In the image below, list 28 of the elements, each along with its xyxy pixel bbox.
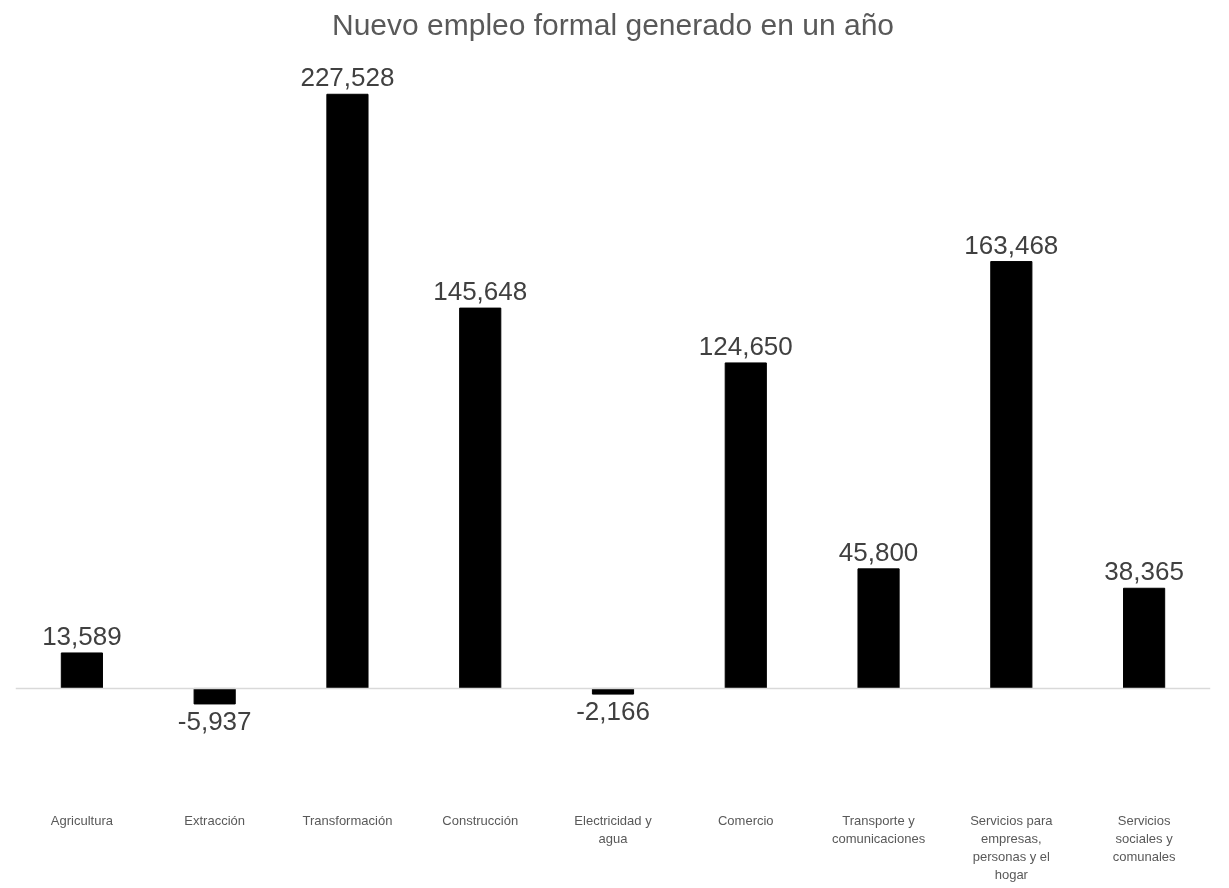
x-tick-label: Agricultura bbox=[50, 812, 114, 828]
bar bbox=[591, 687, 635, 695]
bar bbox=[857, 568, 900, 689]
x-tick-label: Transformación bbox=[302, 812, 393, 828]
bar bbox=[60, 652, 103, 689]
data-label: 145,648 bbox=[433, 276, 528, 307]
x-tick-label: Electricidad y agua bbox=[574, 812, 653, 846]
data-label: 13,589 bbox=[42, 620, 122, 651]
data-label: 124,650 bbox=[698, 330, 793, 361]
bar bbox=[1123, 587, 1166, 689]
bar bbox=[459, 307, 502, 689]
data-label: 45,800 bbox=[838, 536, 919, 567]
bar bbox=[326, 93, 369, 689]
x-tick-label: Comercio bbox=[717, 812, 774, 828]
bar bbox=[724, 362, 767, 689]
data-label: 38,365 bbox=[1104, 556, 1184, 587]
x-tick-label: Transporte y comunicaciones bbox=[831, 812, 926, 846]
x-tick-label: Servicios para empresas, personas y el hogar bbox=[970, 812, 1054, 882]
data-label: 163,468 bbox=[964, 229, 1059, 260]
x-tick-label: Servicios sociales y comunales bbox=[1112, 812, 1177, 864]
data-label: -2,166 bbox=[576, 696, 650, 727]
data-label: -5,937 bbox=[177, 705, 252, 736]
data-label: 227,528 bbox=[300, 62, 395, 93]
x-tick-label: Extracción bbox=[184, 812, 246, 828]
bar bbox=[990, 261, 1033, 689]
chart-title: Nuevo empleo formal generado en un año bbox=[331, 7, 895, 41]
bar bbox=[193, 687, 236, 705]
x-tick-label: Construcción bbox=[442, 812, 519, 828]
